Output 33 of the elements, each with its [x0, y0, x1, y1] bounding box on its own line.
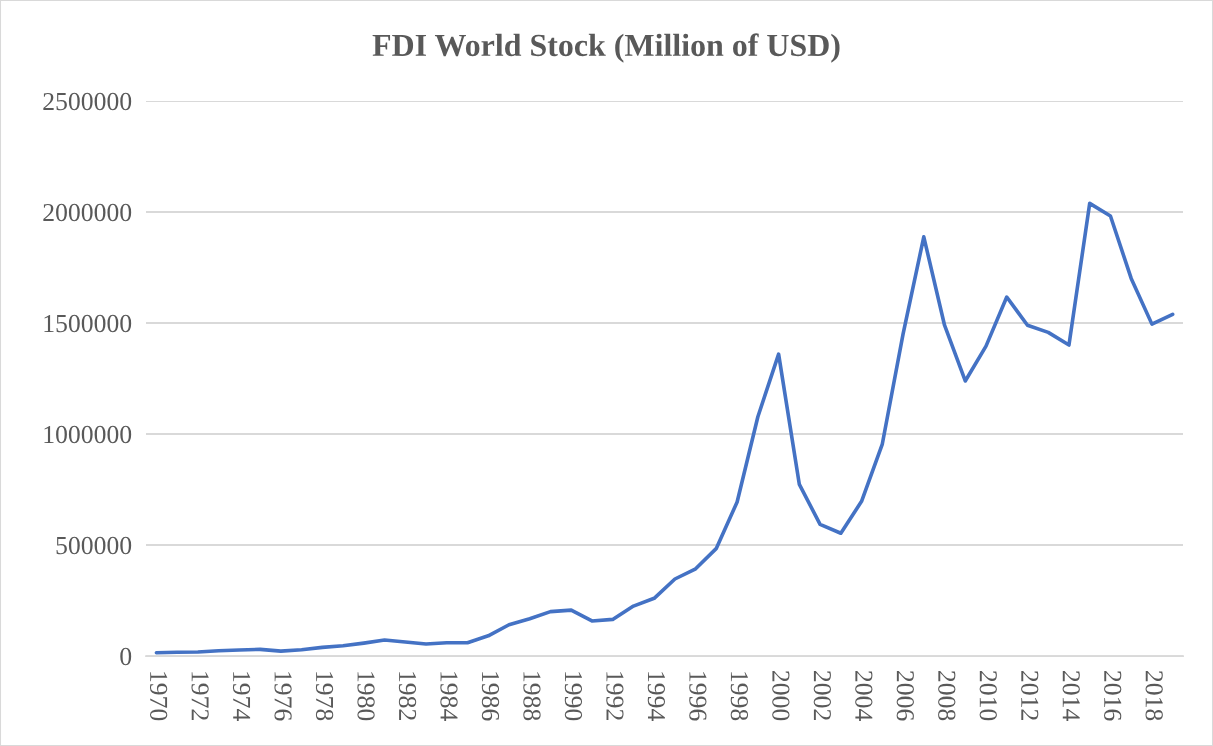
- y-tick-label: 2000000: [43, 203, 132, 222]
- x-tick-label: 1970: [149, 672, 168, 721]
- x-tick-label: 1972: [191, 672, 209, 720]
- x-tick-label: 2012: [1021, 671, 1039, 720]
- x-tick-label: 2008: [938, 671, 956, 721]
- x-tick-label: 2014: [1062, 671, 1080, 721]
- x-tick-label: 1974: [232, 672, 251, 721]
- x-tick-label: 2010: [979, 671, 997, 721]
- x-tick-label: 1992: [606, 672, 624, 720]
- y-tick-label: 0: [120, 647, 132, 666]
- y-tick-label: 1000000: [44, 425, 132, 444]
- x-tick-label: 2002: [813, 671, 831, 720]
- x-tick-label: 2004: [855, 671, 873, 721]
- x-tick-label: 1998: [730, 672, 749, 721]
- x-tick-label: 2000: [772, 671, 790, 721]
- x-tick-label: 1986: [481, 672, 500, 721]
- x-tick-label: 2006: [896, 671, 914, 721]
- x-tick-label: 1988: [523, 672, 541, 721]
- x-tick-label: 1980: [357, 672, 375, 721]
- y-tick-label: 500000: [56, 536, 132, 555]
- x-tick-label: 1996: [689, 672, 707, 721]
- x-tick-label: 1982: [398, 672, 417, 720]
- x-tick-label: 1978: [315, 672, 334, 721]
- x-tick-label: 1990: [564, 672, 583, 721]
- x-tick-label: 1984: [440, 672, 458, 721]
- chart-title: FDI World Stock (Million of USD): [372, 33, 840, 63]
- x-tick-label: 2016: [1104, 671, 1122, 721]
- line-series: [154, 201, 1175, 655]
- y-tick-label: 2500000: [43, 92, 132, 111]
- y-tick-label: 1500000: [44, 314, 132, 333]
- x-tick-label: 1976: [274, 672, 292, 721]
- x-tick-label: 2018: [1145, 671, 1163, 721]
- x-tick-label: 1994: [647, 672, 666, 721]
